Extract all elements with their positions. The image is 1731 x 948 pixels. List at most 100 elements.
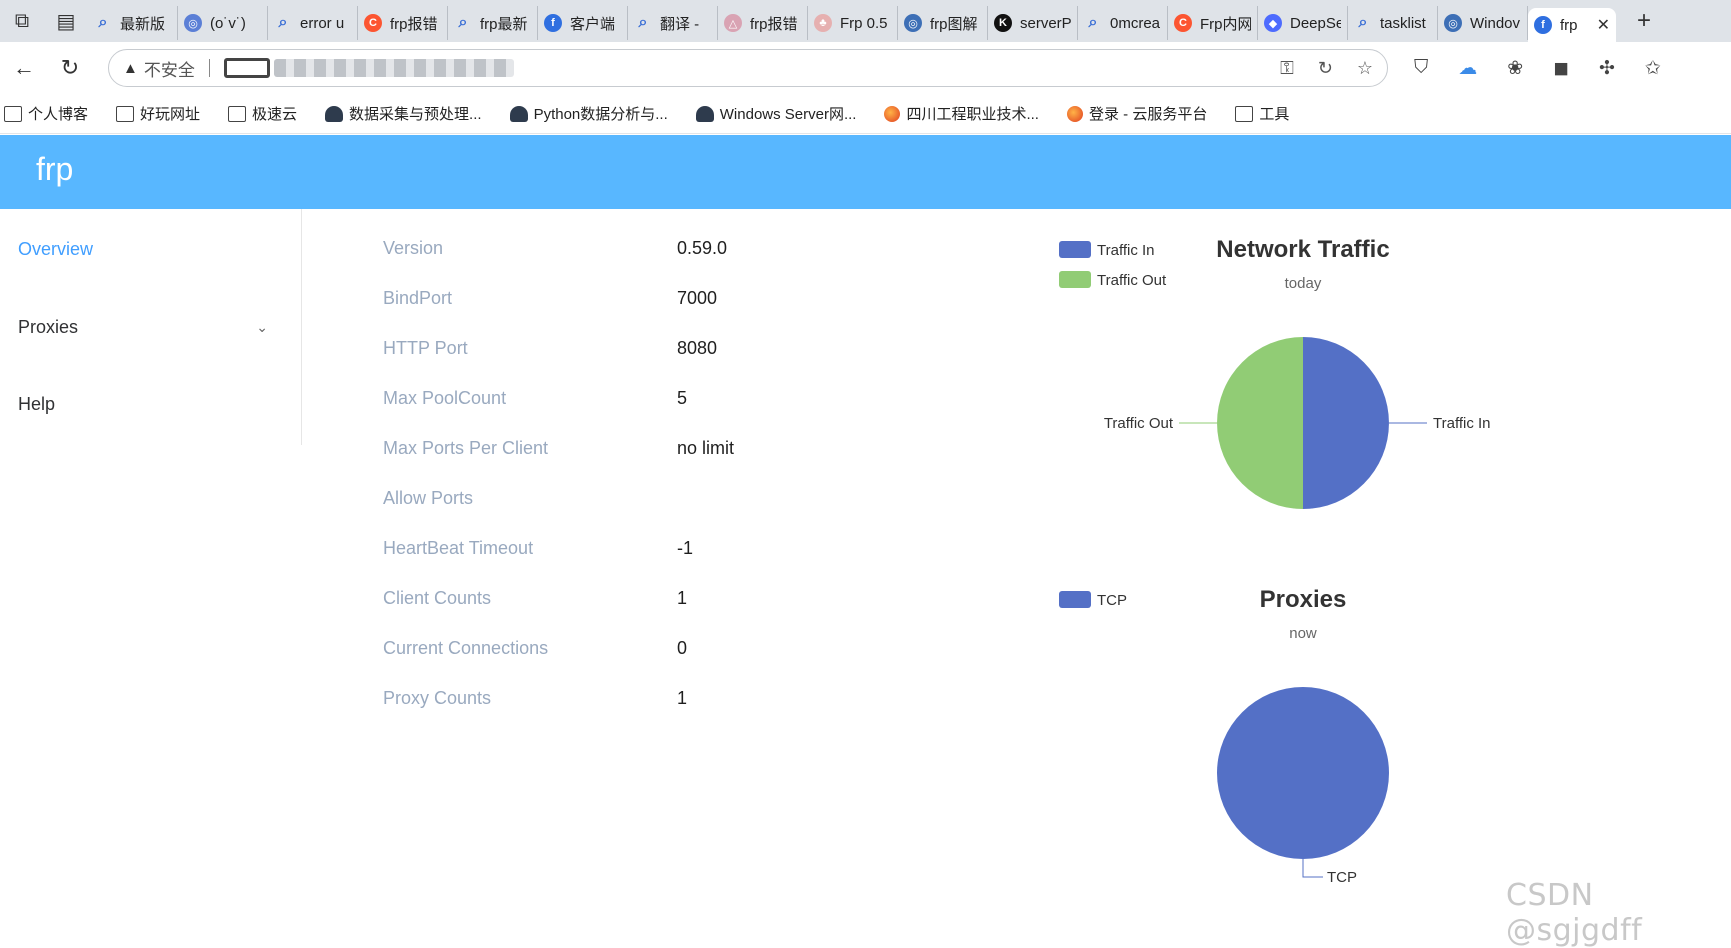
csdn-icon: C xyxy=(1174,14,1192,32)
browser-tab[interactable]: f 客户端 xyxy=(538,6,628,40)
tab-label: error u xyxy=(300,14,345,32)
info-value: 0 xyxy=(677,638,688,658)
bookmark-item[interactable]: Python数据分析与... xyxy=(509,103,668,124)
deepseek-icon: ◆ xyxy=(1264,14,1282,32)
site-icon: ◎ xyxy=(904,14,922,32)
slice-label: TCP xyxy=(1327,869,1357,886)
redacted-url xyxy=(273,59,514,77)
tab-label: Frp内网 xyxy=(1200,15,1251,33)
cloud-icon xyxy=(325,105,344,122)
cloud-icon xyxy=(509,105,528,122)
browser-tab[interactable]: C Frp内网 xyxy=(1168,6,1258,40)
browser-tab[interactable]: ◎ frp图解 xyxy=(898,6,988,40)
proxies-chart: Proxies now TCP TCP xyxy=(1040,578,1560,898)
browser-tab[interactable]: ⌕ 最新版 xyxy=(88,6,178,40)
folder-icon xyxy=(4,105,22,122)
tab-actions-icon[interactable]: ▤ xyxy=(56,10,76,33)
info-value: 1 xyxy=(677,588,688,608)
network-traffic-chart: Network Traffic today Traffic In Traffic Ou… xyxy=(1040,228,1560,528)
tab-label: serverP xyxy=(1020,14,1071,32)
refresh-icon[interactable]: ↻ xyxy=(60,55,80,80)
read-aloud-icon[interactable]: ↻ xyxy=(1317,57,1333,78)
bookmark-item[interactable]: 极速云 xyxy=(228,103,297,124)
search-icon: ⌕ xyxy=(1358,14,1368,31)
info-key: Client Counts xyxy=(383,588,492,608)
info-key: HeartBeat Timeout xyxy=(383,538,534,558)
info-value: 8080 xyxy=(677,338,718,358)
browser-tab-active[interactable]: f frp ✕ xyxy=(1528,8,1616,42)
cloud-sync-icon[interactable]: ☁ xyxy=(1458,57,1478,79)
menu-item-proxies[interactable]: Proxies ⌄ xyxy=(18,317,268,338)
browser-tab[interactable]: ⌕ frp最新 xyxy=(448,6,538,40)
pie-slice[interactable] xyxy=(1217,687,1389,859)
extensions-puzzle-icon[interactable]: ✣ xyxy=(1598,57,1615,79)
info-key: Current Connections xyxy=(383,638,549,658)
browser-tab[interactable]: ⌕ 0mcrea xyxy=(1078,6,1168,40)
browser-tab[interactable]: ◆ DeepSe xyxy=(1258,6,1348,40)
browser-tab[interactable]: ♣ Frp 0.5 xyxy=(808,6,898,40)
shield-icon[interactable]: ⛉ xyxy=(1414,57,1429,78)
legend-item[interactable]: Traffic In xyxy=(1059,241,1155,259)
pie-slice[interactable] xyxy=(1217,337,1303,509)
bookmark-item[interactable]: Windows Server网... xyxy=(695,103,857,124)
favorite-star-icon[interactable]: ☆ xyxy=(1356,57,1373,78)
info-key: HTTP Port xyxy=(383,338,468,358)
frp-icon: f xyxy=(544,14,562,32)
browser-tab[interactable]: △ frp报错 xyxy=(718,6,808,40)
tab-label: frp图解 xyxy=(930,15,978,33)
site-icon: ◎ xyxy=(184,14,202,32)
info-key: Max Ports Per Client xyxy=(383,438,549,458)
label-line xyxy=(1302,859,1323,878)
info-value: no limit xyxy=(677,438,735,458)
tab-label: Windov xyxy=(1470,14,1521,32)
slice-label: Traffic Out xyxy=(1104,415,1174,432)
new-tab-button[interactable]: + xyxy=(1636,7,1651,34)
bookmark-item[interactable]: 工具 xyxy=(1235,103,1289,124)
address-bar-row: ← ↻ ▲ 不安全 ⚿ ↻ ☆ ⛉ ☁ ❀ ◼ ✣ ✩ xyxy=(0,42,1731,94)
bookmark-label: 四川工程职业技术... xyxy=(906,106,1039,123)
bookmark-item[interactable]: 登录 - 云服务平台 xyxy=(1066,103,1208,124)
app-title[interactable]: frp xyxy=(36,151,74,187)
sidebar-menu: Overview Proxies ⌄ Help xyxy=(0,209,302,445)
favorites-icon[interactable]: ✩ xyxy=(1644,57,1661,79)
bookmark-label: Windows Server网... xyxy=(719,106,857,123)
menu-item-label: Overview xyxy=(18,239,94,259)
orb-icon xyxy=(1066,105,1083,122)
tab-label: 0mcrea xyxy=(1110,14,1161,32)
copilot-icon[interactable]: ❀ xyxy=(1507,57,1524,79)
legend-item[interactable]: Traffic Out xyxy=(1059,271,1167,289)
info-key: Version xyxy=(383,238,444,258)
browser-tab[interactable]: ⌕ 翻译 - xyxy=(628,6,718,40)
key-icon[interactable]: ⚿ xyxy=(1280,57,1294,78)
browser-tab[interactable]: ◎ Windov xyxy=(1438,6,1528,40)
url-field[interactable]: ▲ 不安全 ⚿ ↻ ☆ xyxy=(108,49,1388,87)
menu-item-overview[interactable]: Overview xyxy=(18,239,268,260)
bookmark-item[interactable]: 好玩网址 xyxy=(116,103,200,124)
extension-app-icon[interactable]: ◼ xyxy=(1553,57,1569,79)
not-secure-label[interactable]: 不安全 xyxy=(143,60,195,80)
pie-slice[interactable] xyxy=(1303,337,1389,509)
browser-tab[interactable]: ⌕ tasklist xyxy=(1348,6,1438,40)
bookmark-item[interactable]: 个人博客 xyxy=(4,103,88,124)
bookmark-label: 登录 - 云服务平台 xyxy=(1088,106,1208,123)
menu-item-help[interactable]: Help xyxy=(18,394,268,415)
workspaces-icon[interactable]: ⧉ xyxy=(14,9,30,32)
close-icon[interactable]: ✕ xyxy=(1596,17,1610,34)
tab-label: 翻译 - xyxy=(660,15,700,33)
browser-tab[interactable]: ⌕ error u xyxy=(268,6,358,40)
bookmark-item[interactable]: 数据采集与预处理... xyxy=(325,103,482,124)
bookmark-item[interactable]: 四川工程职业技术... xyxy=(884,103,1039,124)
legend-swatch xyxy=(1059,271,1091,288)
back-arrow-icon[interactable]: ← xyxy=(13,55,35,80)
bookmark-label: Python数据分析与... xyxy=(533,106,668,123)
info-value: -1 xyxy=(677,538,694,558)
search-icon: ⌕ xyxy=(278,14,288,31)
info-value: 5 xyxy=(677,388,688,408)
legend-item[interactable]: TCP xyxy=(1059,591,1127,609)
browser-tab[interactable]: ◎ (o˙v˙) xyxy=(178,6,268,40)
chevron-down-icon[interactable]: ⌄ xyxy=(256,319,268,335)
info-value: 1 xyxy=(677,688,688,708)
